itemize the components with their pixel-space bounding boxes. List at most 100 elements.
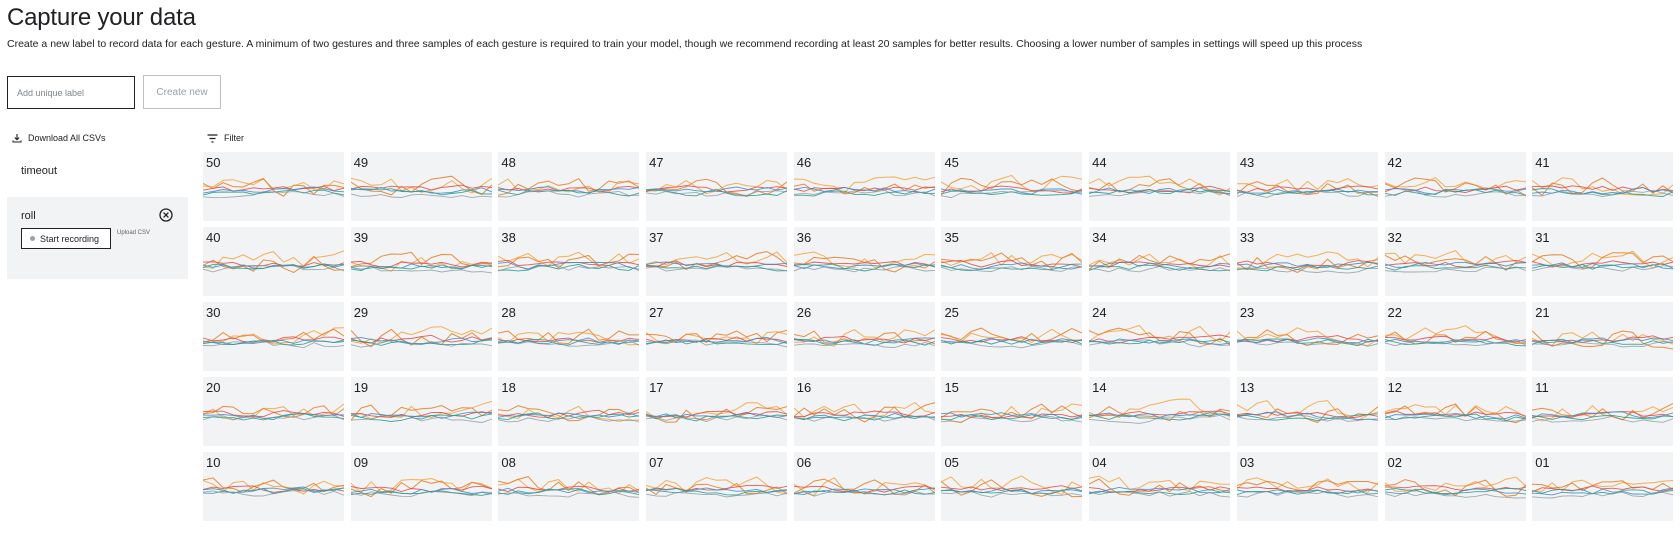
waveform-trace xyxy=(203,410,344,418)
waveform-trace xyxy=(1089,491,1231,498)
sample-card[interactable]: 24 xyxy=(1089,302,1231,371)
sample-card[interactable]: 16 xyxy=(793,377,935,446)
sample-card[interactable]: 47 xyxy=(646,152,788,221)
sample-card[interactable]: 02 xyxy=(1384,452,1526,521)
sample-card[interactable]: 26 xyxy=(793,302,935,371)
sample-card[interactable]: 09 xyxy=(350,452,492,521)
sample-card[interactable]: 10 xyxy=(203,452,344,521)
record-dot-icon xyxy=(30,236,35,241)
waveform-trace xyxy=(793,265,935,273)
sample-card[interactable]: 08 xyxy=(498,452,640,521)
sample-card[interactable]: 49 xyxy=(350,152,492,221)
gesture-item-timeout[interactable]: timeout xyxy=(7,157,188,187)
sample-card[interactable]: 06 xyxy=(793,452,935,521)
sample-waveform xyxy=(203,403,344,421)
sample-number: 30 xyxy=(206,305,221,320)
waveform-trace xyxy=(941,485,1083,491)
waveform-trace xyxy=(1236,490,1378,498)
sample-waveform xyxy=(1532,177,1674,197)
sample-number: 05 xyxy=(944,455,959,470)
sample-card[interactable]: 11 xyxy=(1532,377,1674,446)
sample-card[interactable]: 18 xyxy=(498,377,640,446)
sample-number: 27 xyxy=(649,305,664,320)
sample-card[interactable]: 03 xyxy=(1236,452,1378,521)
waveform-trace xyxy=(646,186,788,193)
sample-waveform xyxy=(1384,176,1526,198)
upload-csv-link[interactable]: Upload CSV xyxy=(117,230,151,236)
sample-card[interactable]: 22 xyxy=(1384,302,1526,371)
sample-card[interactable]: 27 xyxy=(646,302,788,371)
waveform-trace xyxy=(203,191,344,199)
waveform-trace xyxy=(1384,476,1526,492)
sample-number: 19 xyxy=(353,380,369,395)
sample-card[interactable]: 13 xyxy=(1236,377,1378,446)
waveform-trace xyxy=(1384,176,1526,189)
sample-waveform xyxy=(1236,327,1378,347)
waveform-trace xyxy=(498,340,640,347)
sample-card[interactable]: 31 xyxy=(1532,227,1674,296)
sample-card[interactable]: 43 xyxy=(1236,152,1378,221)
sample-card[interactable]: 30 xyxy=(203,302,344,371)
waveform-trace xyxy=(941,414,1083,421)
download-all-csvs-button[interactable]: Download All CSVs xyxy=(12,133,106,143)
sample-card[interactable]: 12 xyxy=(1384,377,1526,446)
sample-card[interactable]: 38 xyxy=(498,227,640,296)
sample-card[interactable]: 42 xyxy=(1384,152,1526,221)
waveform-trace xyxy=(1089,475,1231,491)
waveform-trace xyxy=(941,188,1083,195)
sample-card[interactable]: 28 xyxy=(498,302,640,371)
sample-card[interactable]: 33 xyxy=(1236,227,1378,296)
sample-card[interactable]: 40 xyxy=(203,227,344,296)
sample-card[interactable]: 21 xyxy=(1532,302,1674,371)
waveform-trace xyxy=(646,476,788,495)
sample-waveform xyxy=(793,401,935,423)
create-new-button[interactable]: Create new xyxy=(143,75,221,109)
sample-card[interactable]: 32 xyxy=(1384,227,1526,296)
sample-card[interactable]: 35 xyxy=(941,227,1083,296)
sample-card[interactable]: 25 xyxy=(941,302,1083,371)
waveform-trace xyxy=(498,405,640,422)
sample-card[interactable]: 23 xyxy=(1236,302,1378,371)
remove-gesture-icon[interactable] xyxy=(159,208,173,222)
filter-button[interactable]: Filter xyxy=(207,133,244,143)
sample-card[interactable]: 45 xyxy=(941,152,1083,221)
sample-card[interactable]: 36 xyxy=(793,227,935,296)
waveform-trace xyxy=(793,402,935,423)
waveform-trace xyxy=(203,186,344,194)
sample-card[interactable]: 29 xyxy=(350,302,492,371)
sample-waveform xyxy=(1236,400,1378,424)
sample-card[interactable]: 17 xyxy=(646,377,788,446)
sample-card[interactable]: 46 xyxy=(793,152,935,221)
waveform-trace xyxy=(1236,265,1378,272)
sample-card[interactable]: 01 xyxy=(1532,452,1674,521)
sample-card[interactable]: 07 xyxy=(646,452,788,521)
sample-card[interactable]: 44 xyxy=(1089,152,1231,221)
sample-card[interactable]: 50 xyxy=(203,152,344,221)
sample-card[interactable]: 20 xyxy=(203,377,344,446)
waveform-trace xyxy=(350,264,492,272)
sample-card[interactable]: 39 xyxy=(350,227,492,296)
waveform-trace xyxy=(1384,266,1526,273)
sample-card[interactable]: 34 xyxy=(1089,227,1231,296)
waveform-trace xyxy=(793,329,935,347)
sample-card[interactable]: 04 xyxy=(1089,452,1231,521)
start-recording-button[interactable]: Start recording xyxy=(21,228,111,249)
sample-card[interactable]: 15 xyxy=(941,377,1083,446)
sample-card[interactable]: 48 xyxy=(498,152,640,221)
sample-card[interactable]: 37 xyxy=(646,227,788,296)
sample-number: 45 xyxy=(944,155,959,170)
sample-card[interactable]: 41 xyxy=(1532,152,1674,221)
sample-number: 25 xyxy=(944,305,959,320)
waveform-trace xyxy=(1236,337,1378,344)
sample-waveform xyxy=(498,251,640,272)
waveform-trace xyxy=(1532,479,1674,492)
waveform-trace xyxy=(1236,185,1378,193)
new-label-input[interactable] xyxy=(7,76,135,109)
sample-card[interactable]: 14 xyxy=(1089,377,1231,446)
sample-card[interactable]: 19 xyxy=(350,377,492,446)
sample-card[interactable]: 05 xyxy=(941,452,1083,521)
sample-number: 10 xyxy=(206,455,221,470)
gesture-item-roll[interactable]: roll Start recording Upload CSV xyxy=(7,197,188,279)
waveform-trace xyxy=(941,263,1083,272)
sample-number: 46 xyxy=(796,155,812,170)
